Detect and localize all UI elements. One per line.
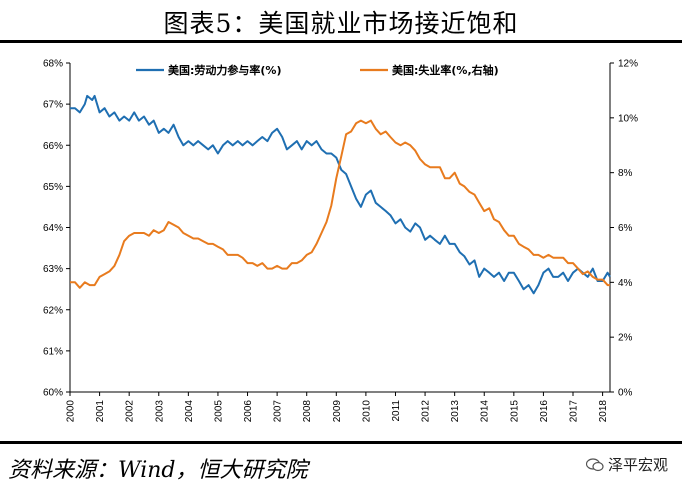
legend-label-participation: 美国:劳动力参与率(%) bbox=[168, 63, 281, 77]
y-left-tick-label: 61% bbox=[43, 346, 63, 357]
y-left-tick-label: 62% bbox=[43, 305, 63, 316]
y-left-tick-label: 60% bbox=[43, 388, 63, 399]
x-tick-label: 2011 bbox=[391, 400, 402, 422]
source-note: 资料来源：Wind，恒大研究院 bbox=[8, 458, 308, 483]
participation-rate-line bbox=[70, 94, 611, 295]
y-left-tick-label: 65% bbox=[43, 182, 63, 193]
x-tick-label: 2009 bbox=[332, 400, 343, 423]
watermark: 泽平宏观 bbox=[585, 454, 668, 475]
y-right-tick-label: 10% bbox=[618, 113, 638, 124]
unemployment-rate-line bbox=[70, 119, 610, 289]
y-right-tick-label: 2% bbox=[618, 333, 633, 344]
legend: 美国:劳动力参与率(%) 美国:失业率(%,右轴) bbox=[136, 63, 499, 77]
x-tick-label: 2000 bbox=[66, 400, 77, 423]
axes: 60% 61% 62% 63% 64% 65% 66% 67% 68% 0% 2% 4% 6% 8% 10%… bbox=[43, 59, 638, 423]
watermark-text: 泽平宏观 bbox=[607, 456, 668, 474]
y-left-tick-label: 63% bbox=[43, 264, 63, 275]
y-left-tick-label: 64% bbox=[43, 223, 63, 234]
footer-rule bbox=[0, 441, 682, 444]
chart-title: 图表5：美国就业市场接近饱和 bbox=[163, 9, 519, 38]
y-left-tick-label: 67% bbox=[43, 100, 63, 111]
x-tick-label: 2005 bbox=[213, 400, 224, 423]
x-tick-label: 2012 bbox=[421, 400, 432, 423]
x-tick-label: 2010 bbox=[361, 400, 372, 423]
x-tick-label: 2006 bbox=[243, 400, 254, 423]
y-right-tick-label: 8% bbox=[618, 168, 633, 179]
y-right-tick-label: 12% bbox=[618, 59, 638, 70]
y-right-tick-label: 6% bbox=[618, 223, 633, 234]
x-tick-label: 2003 bbox=[154, 400, 165, 423]
x-tick-label: 2016 bbox=[539, 400, 550, 423]
x-tick-label: 2017 bbox=[569, 400, 580, 423]
x-tick-label: 2007 bbox=[273, 400, 284, 423]
y-right-tick-label: 4% bbox=[618, 278, 633, 289]
x-tick-label: 2014 bbox=[480, 400, 491, 423]
title-rule bbox=[0, 40, 682, 43]
x-tick-label: 2013 bbox=[450, 400, 461, 423]
y-right-tick-label: 0% bbox=[618, 388, 633, 399]
wechat-icon bbox=[585, 457, 604, 471]
x-tick-label: 2018 bbox=[598, 400, 609, 423]
x-tick-label: 2001 bbox=[95, 400, 106, 423]
x-tick-label: 2008 bbox=[302, 400, 313, 423]
y-left-tick-label: 68% bbox=[43, 59, 63, 70]
y-left-tick-label: 66% bbox=[43, 141, 63, 152]
x-tick-label: 2004 bbox=[184, 400, 195, 423]
legend-label-unemployment: 美国:失业率(%,右轴) bbox=[392, 63, 499, 77]
series-layer bbox=[70, 94, 611, 295]
x-tick-label: 2015 bbox=[509, 400, 520, 423]
x-tick-label: 2002 bbox=[125, 400, 136, 423]
chart-plot: 60% 61% 62% 63% 64% 65% 66% 67% 68% 0% 2% 4% 6% 8% 10%… bbox=[43, 59, 638, 423]
